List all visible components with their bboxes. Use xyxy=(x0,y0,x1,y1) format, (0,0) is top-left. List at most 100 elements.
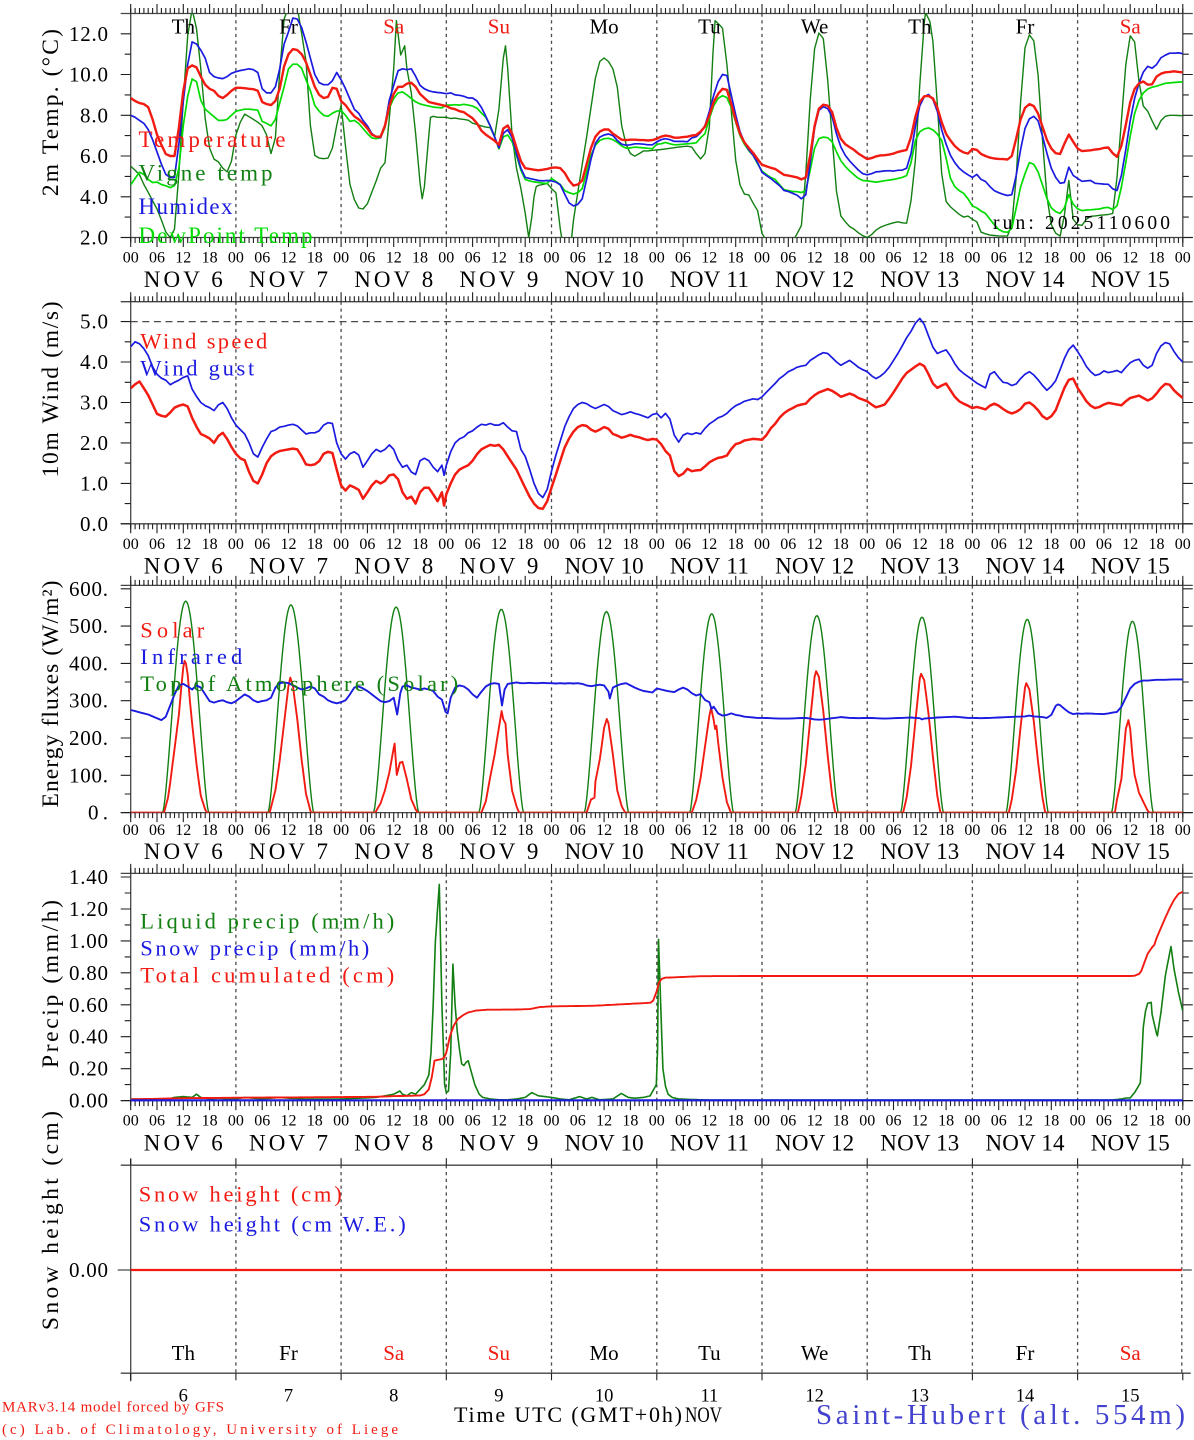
svg-text:Fr: Fr xyxy=(1016,15,1035,39)
svg-text:18: 18 xyxy=(728,250,744,267)
svg-text:1.20: 1.20 xyxy=(69,897,108,921)
svg-text:12: 12 xyxy=(386,250,402,267)
svg-text:06: 06 xyxy=(991,536,1007,553)
svg-text:00: 00 xyxy=(1070,250,1086,267)
svg-text:00: 00 xyxy=(1070,822,1086,839)
svg-text:06: 06 xyxy=(1096,822,1112,839)
svg-text:0.0: 0.0 xyxy=(80,512,108,536)
svg-text:4.0: 4.0 xyxy=(80,350,108,374)
svg-text:Sa: Sa xyxy=(383,1341,405,1365)
svg-text:18: 18 xyxy=(307,536,323,553)
svg-text:12.0: 12.0 xyxy=(69,22,108,46)
svg-text:06: 06 xyxy=(254,536,270,553)
svg-text:12: 12 xyxy=(912,250,928,267)
svg-text:0.40: 0.40 xyxy=(69,1025,108,1049)
svg-text:06: 06 xyxy=(675,822,691,839)
svg-text:500.: 500. xyxy=(69,614,108,638)
svg-text:12: 12 xyxy=(491,250,507,267)
svg-text:00: 00 xyxy=(649,1113,665,1130)
svg-text:00: 00 xyxy=(123,1113,139,1130)
svg-text:11: 11 xyxy=(700,1387,718,1407)
svg-text:12: 12 xyxy=(491,1113,507,1130)
svg-text:06: 06 xyxy=(991,822,1007,839)
svg-text:NOV 10: NOV 10 xyxy=(565,839,644,864)
svg-text:NOV 6: NOV 6 xyxy=(144,839,223,864)
svg-text:12: 12 xyxy=(807,1113,823,1130)
svg-text:NOV 9: NOV 9 xyxy=(459,839,538,864)
svg-text:6.0: 6.0 xyxy=(80,144,108,168)
svg-text:0.60: 0.60 xyxy=(69,993,108,1017)
svg-text:8: 8 xyxy=(389,1387,398,1407)
svg-text:NOV 15: NOV 15 xyxy=(1091,267,1170,292)
svg-text:06: 06 xyxy=(570,250,586,267)
svg-text:NOV 15: NOV 15 xyxy=(1091,1130,1170,1155)
svg-text:14: 14 xyxy=(1016,1387,1035,1407)
svg-text:9: 9 xyxy=(494,1387,503,1407)
svg-text:Infrared: Infrared xyxy=(140,644,242,669)
svg-text:18: 18 xyxy=(307,1113,323,1130)
svg-text:1.0: 1.0 xyxy=(80,471,108,495)
svg-text:18: 18 xyxy=(307,250,323,267)
svg-text:Fr: Fr xyxy=(279,1341,298,1365)
svg-text:06: 06 xyxy=(359,250,375,267)
svg-text:18: 18 xyxy=(202,250,218,267)
svg-text:2m Temp. (°C): 2m Temp. (°C) xyxy=(38,29,64,196)
svg-text:200.: 200. xyxy=(69,726,108,750)
svg-text:00: 00 xyxy=(859,536,875,553)
svg-text:Th: Th xyxy=(908,15,932,39)
svg-text:12: 12 xyxy=(912,536,928,553)
svg-text:15: 15 xyxy=(1121,1387,1140,1407)
svg-text:12: 12 xyxy=(596,1113,612,1130)
svg-text:00: 00 xyxy=(964,250,980,267)
svg-text:12: 12 xyxy=(701,536,717,553)
svg-text:NOV: NOV xyxy=(685,1402,722,1427)
svg-text:NOV 15: NOV 15 xyxy=(1091,554,1170,579)
svg-text:Sa: Sa xyxy=(1120,1341,1142,1365)
svg-text:DewPoint Temp: DewPoint Temp xyxy=(139,223,313,248)
svg-text:NOV 7: NOV 7 xyxy=(249,267,328,292)
svg-text:00: 00 xyxy=(649,250,665,267)
svg-text:18: 18 xyxy=(1043,536,1059,553)
svg-text:06: 06 xyxy=(359,822,375,839)
svg-text:NOV 14: NOV 14 xyxy=(986,1130,1066,1155)
svg-text:10: 10 xyxy=(595,1387,614,1407)
svg-text:12: 12 xyxy=(281,1113,297,1130)
svg-text:00: 00 xyxy=(333,536,349,553)
svg-text:We: We xyxy=(801,1341,828,1365)
svg-text:12: 12 xyxy=(701,1113,717,1130)
svg-text:NOV 8: NOV 8 xyxy=(354,554,433,579)
svg-text:6: 6 xyxy=(179,1387,188,1407)
svg-text:06: 06 xyxy=(254,250,270,267)
svg-text:00: 00 xyxy=(859,250,875,267)
svg-text:00: 00 xyxy=(1175,1113,1191,1130)
svg-text:18: 18 xyxy=(938,250,954,267)
svg-text:0.80: 0.80 xyxy=(69,961,108,985)
svg-text:NOV 13: NOV 13 xyxy=(880,1130,959,1155)
svg-text:00: 00 xyxy=(1070,536,1086,553)
svg-text:06: 06 xyxy=(465,250,481,267)
svg-text:00: 00 xyxy=(1175,822,1191,839)
svg-text:12: 12 xyxy=(807,250,823,267)
svg-text:00: 00 xyxy=(544,1113,560,1130)
svg-text:06: 06 xyxy=(780,1113,796,1130)
svg-text:Snow precip (mm/h): Snow precip (mm/h) xyxy=(140,935,369,960)
svg-text:12: 12 xyxy=(701,250,717,267)
svg-text:12: 12 xyxy=(491,822,507,839)
svg-text:06: 06 xyxy=(1096,536,1112,553)
svg-text:18: 18 xyxy=(1149,536,1165,553)
svg-text:00: 00 xyxy=(544,250,560,267)
svg-text:Su: Su xyxy=(488,1341,511,1365)
svg-text:12: 12 xyxy=(1122,536,1138,553)
svg-text:NOV 6: NOV 6 xyxy=(144,554,223,579)
svg-text:NOV 13: NOV 13 xyxy=(880,839,959,864)
svg-text:18: 18 xyxy=(833,250,849,267)
svg-text:12: 12 xyxy=(912,1113,928,1130)
svg-text:00: 00 xyxy=(228,536,244,553)
svg-text:NOV 12: NOV 12 xyxy=(775,267,854,292)
svg-text:10.0: 10.0 xyxy=(69,63,108,87)
svg-text:NOV 7: NOV 7 xyxy=(249,554,328,579)
svg-text:00: 00 xyxy=(859,1113,875,1130)
svg-text:12: 12 xyxy=(491,536,507,553)
svg-text:12: 12 xyxy=(175,1113,191,1130)
svg-text:00: 00 xyxy=(649,536,665,553)
